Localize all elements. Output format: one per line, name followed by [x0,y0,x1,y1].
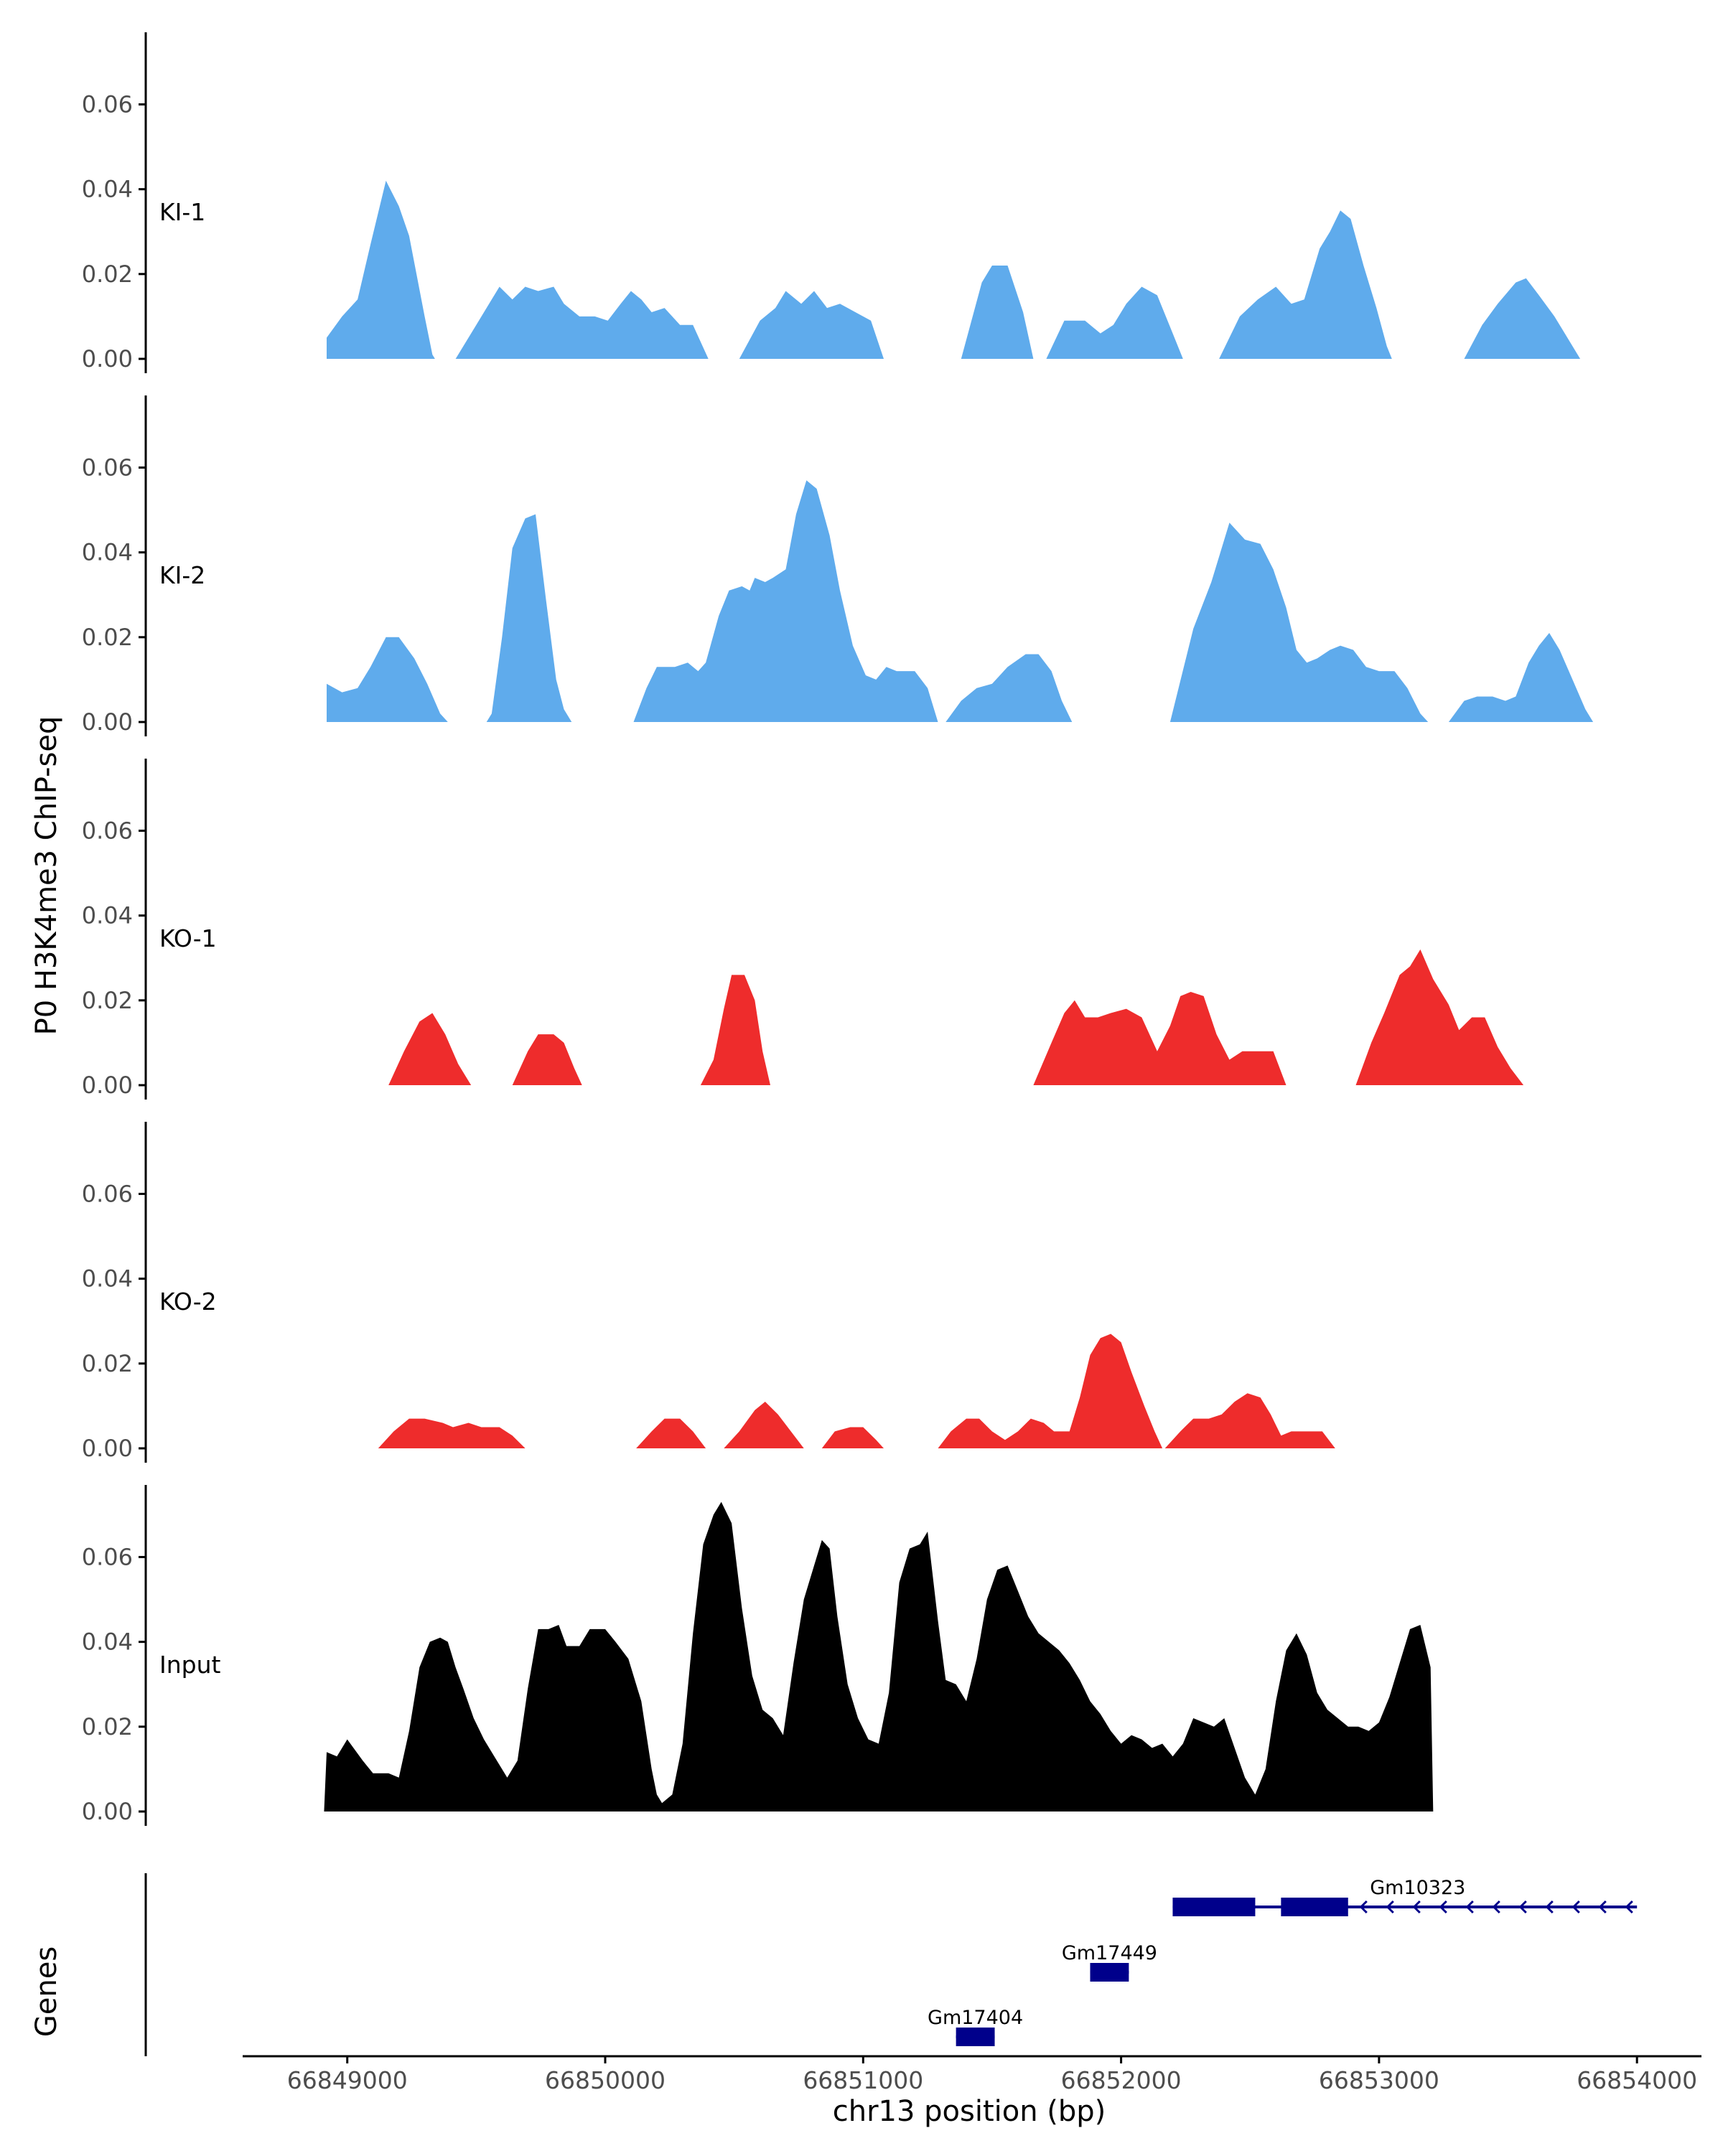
strand-arrow-gm10323-5 [1492,1900,1500,1914]
x-axis-title: chr13 position (bp) [833,2095,1106,2128]
y-tick-label-ki-2-2: 0.04 [82,539,133,566]
y-tick-label-input-3: 0.06 [82,1543,133,1570]
track-input: 0.00 0.02 0.04 0.06 Input [82,1485,1434,1826]
y-tick-label-ki-2-0: 0.00 [82,708,133,736]
coverage-area-ki-1-5 [1046,286,1183,359]
exon-gm17449-1 [1090,1963,1129,1982]
exon-gm10323-1 [1172,1898,1256,1916]
coverage-area-ko-1-2 [512,1034,582,1085]
y-tick-label-ko-1-2: 0.04 [82,902,133,929]
exon-gm17404-1 [956,2028,995,2046]
y-tick-label-ko-1-0: 0.00 [82,1072,133,1099]
strand-arrow-gm10323-7 [1545,1900,1554,1914]
coverage-area-ki-1-1 [327,180,435,359]
coverage-area-ko-2-4 [821,1427,884,1448]
coverage-tracks: 0.00 0.02 0.04 0.06 KI-1 0.00 0.02 0.04 0.06 KI-2… [82,32,1594,1826]
track-label-ki-2: KI-2 [159,561,205,589]
track-ko-1: 0.00 0.02 0.04 0.06 KO-1 [82,759,1524,1100]
coverage-area-ko-1-4 [1033,992,1287,1085]
strand-arrow-gm10323-0 [1359,1900,1368,1914]
gene-gm17404: Gm17404 [928,2007,1023,2046]
y-tick-label-ki-1-3: 0.06 [82,90,133,118]
coverage-area-ko-2-3 [724,1402,804,1448]
genes-panel: Gm10323 Gm17449 Gm17404 [144,1873,1638,2056]
y-tick-label-ki-1-0: 0.00 [82,345,133,372]
gene-gm10323: Gm10323 [1172,1877,1638,1916]
coverage-area-ki-2-1 [327,637,448,722]
coverage-area-ki-1-3 [739,291,884,359]
y-tick-label-ko-2-1: 0.02 [82,1350,133,1377]
coverage-area-ki-1-6 [1219,210,1392,359]
exon-gm10323-2 [1281,1898,1348,1916]
x-tick-label-3: 66852000 [1061,2066,1182,2094]
y-tick-label-ko-1-3: 0.06 [82,817,133,844]
track-label-ki-1: KI-1 [159,198,205,226]
coverage-area-ko-1-3 [700,975,770,1085]
y-tick-label-ki-1-2: 0.04 [82,176,133,203]
coverage-area-ko-2-6 [1164,1393,1335,1448]
strand-arrow-gm10323-2 [1412,1900,1421,1914]
y-tick-label-ko-2-3: 0.06 [82,1180,133,1207]
coverage-area-ko-2-2 [636,1418,706,1448]
x-tick-label-0: 66849000 [287,2066,408,2094]
strand-arrow-gm10323-3 [1439,1900,1447,1914]
y-axis-title: P0 H3K4me3 ChIP-seq [30,716,63,1036]
gene-label-gm17449: Gm17449 [1062,1942,1157,1964]
track-label-ko-2: KO-2 [159,1288,217,1316]
y-tick-label-ko-1-1: 0.02 [82,987,133,1014]
track-label-ko-1: KO-1 [159,924,217,952]
coverage-area-ki-1-7 [1464,278,1581,359]
y-tick-label-ki-1-1: 0.02 [82,261,133,288]
track-ki-1: 0.00 0.02 0.04 0.06 KI-1 [82,32,1581,373]
coverage-area-ki-1-4 [961,266,1034,359]
gene-label-gm17404: Gm17404 [928,2007,1023,2029]
x-tick-label-5: 66854000 [1577,2066,1697,2094]
genes-panel-title: Genes [30,1946,63,2037]
gene-label-gm10323: Gm10323 [1370,1877,1465,1899]
x-tick-label-1: 66850000 [545,2066,666,2094]
coverage-area-ko-1-5 [1355,949,1524,1085]
track-ko-2: 0.00 0.02 0.04 0.06 KO-2 [82,1122,1335,1463]
strand-arrow-gm10323-10 [1625,1900,1633,1914]
coverage-area-ki-1-2 [455,286,709,359]
y-tick-label-input-2: 0.04 [82,1628,133,1656]
y-tick-label-ki-2-1: 0.02 [82,624,133,651]
coverage-area-ko-1-1 [388,1013,472,1085]
y-tick-label-ko-2-2: 0.04 [82,1265,133,1293]
coverage-area-ko-2-1 [378,1418,526,1448]
coverage-area-ki-2-2 [486,514,572,722]
x-tick-label-4: 66853000 [1319,2066,1439,2094]
coverage-area-input-1 [324,1501,1434,1811]
coverage-area-ki-2-5 [1169,522,1429,722]
x-axis: 66849000 66850000 66851000 66852000 66853000… [243,2055,1701,2094]
coverage-area-ki-2-6 [1448,632,1594,722]
gene-gm17449: Gm17449 [1062,1942,1157,1982]
y-tick-label-ko-2-0: 0.00 [82,1435,133,1462]
strand-arrow-gm10323-8 [1572,1900,1580,1914]
strand-arrow-gm10323-6 [1518,1900,1527,1914]
x-tick-label-2: 66851000 [803,2066,923,2094]
track-label-input: Input [159,1651,221,1679]
y-tick-label-ki-2-3: 0.06 [82,454,133,481]
y-tick-label-input-0: 0.00 [82,1798,133,1825]
track-ki-2: 0.00 0.02 0.04 0.06 KI-2 [82,395,1594,736]
y-tick-label-input-1: 0.02 [82,1713,133,1740]
strand-arrow-gm10323-1 [1386,1900,1394,1914]
strand-arrow-gm10323-4 [1465,1900,1474,1914]
coverage-area-ko-2-5 [938,1334,1163,1448]
strand-arrow-gm10323-9 [1598,1900,1607,1914]
coverage-area-ki-2-3 [633,480,938,722]
coverage-area-ki-2-4 [945,654,1073,722]
